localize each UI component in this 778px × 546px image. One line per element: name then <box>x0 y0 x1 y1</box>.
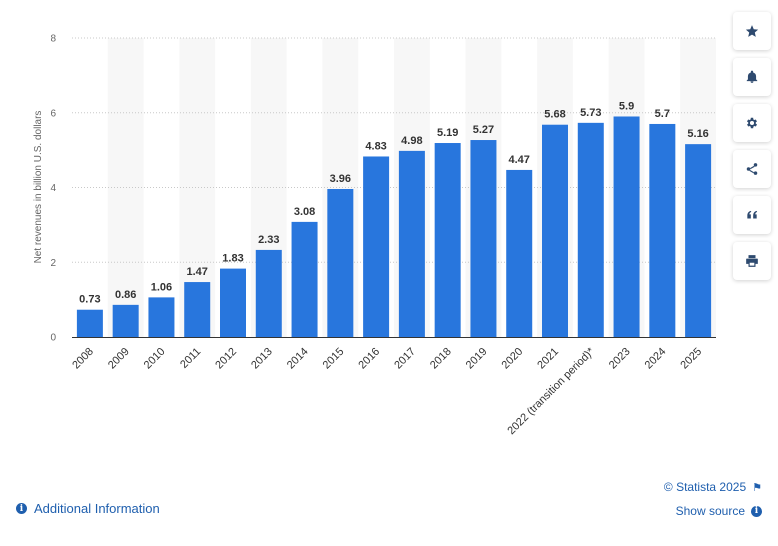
star-icon <box>745 25 759 37</box>
bar <box>76 309 103 337</box>
copyright-label: © Statista 2025 <box>663 480 747 494</box>
show-source-link[interactable]: Show source i <box>676 504 762 518</box>
x-tick-label: 2010 <box>142 346 168 372</box>
data-label: 2.33 <box>258 234 279 246</box>
info-icon: i <box>751 505 762 517</box>
x-tick-label: 2018 <box>428 346 454 372</box>
additional-information-link[interactable]: i Additional Information <box>16 501 160 516</box>
data-label: 4.83 <box>365 140 386 152</box>
x-tick-label: 2023 <box>607 346 633 372</box>
bar <box>184 282 211 337</box>
gear-icon <box>746 117 758 129</box>
bar <box>685 144 712 337</box>
bar <box>255 249 282 337</box>
x-tick-label: 2021 <box>535 346 561 372</box>
data-label: 1.47 <box>187 266 208 278</box>
x-tick-label: 2020 <box>500 346 526 372</box>
toolbar <box>733 12 771 288</box>
x-tick-label: 2014 <box>285 346 311 372</box>
quote-icon <box>747 210 758 219</box>
additional-information-label: Additional Information <box>34 501 160 516</box>
data-label: 5.16 <box>687 128 708 140</box>
x-tick-label: 2009 <box>106 346 132 372</box>
bar <box>613 116 640 337</box>
x-tick-label: 2024 <box>643 346 669 372</box>
data-label: 0.73 <box>79 294 100 306</box>
y-tick-label: 0 <box>50 333 56 344</box>
y-tick-label: 8 <box>50 34 56 45</box>
print-button[interactable] <box>733 242 771 280</box>
info-icon: i <box>16 503 27 514</box>
bar <box>291 221 318 337</box>
x-tick-label: 2011 <box>178 346 203 371</box>
data-label: 5.19 <box>437 127 458 139</box>
settings-button[interactable] <box>733 104 771 142</box>
data-label: 3.08 <box>294 206 315 218</box>
x-tick-label: 2016 <box>356 346 382 372</box>
copyright-link[interactable]: © Statista 2025 ⚑ <box>664 480 762 494</box>
x-tick-label: 2015 <box>321 346 347 372</box>
bar <box>506 169 533 337</box>
bar <box>148 297 175 337</box>
favorite-button[interactable] <box>733 12 771 50</box>
data-label: 5.27 <box>473 124 494 136</box>
bell-icon <box>746 70 758 83</box>
data-label: 4.47 <box>509 154 530 166</box>
data-label: 5.9 <box>619 100 634 112</box>
bar <box>398 150 425 337</box>
data-label: 4.98 <box>401 135 422 147</box>
data-label: 5.68 <box>544 109 565 121</box>
data-label: 1.06 <box>151 281 172 293</box>
x-tick-label: 2017 <box>392 346 418 372</box>
cite-button[interactable] <box>733 196 771 234</box>
printer-icon <box>746 255 758 267</box>
show-source-label: Show source <box>675 504 745 518</box>
bar <box>470 140 497 337</box>
x-tick-label: 2013 <box>249 346 275 372</box>
bar <box>649 123 676 338</box>
y-axis-label: Net revenues in billion U.S. dollars <box>33 111 44 264</box>
bar <box>434 143 461 337</box>
data-label: 5.73 <box>580 107 601 119</box>
background-band <box>107 38 144 337</box>
x-tick-label: 2008 <box>70 346 96 372</box>
x-tick-label: 2012 <box>213 346 239 372</box>
data-label: 1.83 <box>222 253 243 265</box>
flag-icon: ⚑ <box>752 481 762 494</box>
y-tick-label: 2 <box>50 258 56 269</box>
x-tick-label: 2019 <box>464 346 490 372</box>
notification-button[interactable] <box>733 58 771 96</box>
data-label: 0.86 <box>115 289 136 301</box>
share-button[interactable] <box>733 150 771 188</box>
y-tick-label: 6 <box>50 108 56 119</box>
bar <box>577 122 604 337</box>
bar <box>220 268 246 337</box>
data-label: 5.7 <box>655 108 670 120</box>
bar <box>542 124 568 338</box>
y-tick-label: 4 <box>50 183 56 194</box>
data-label: 3.96 <box>330 173 351 185</box>
bar <box>363 156 390 337</box>
share-icon <box>746 163 758 175</box>
bar <box>327 188 354 337</box>
x-tick-label: 2025 <box>678 346 704 372</box>
bar <box>112 304 139 337</box>
